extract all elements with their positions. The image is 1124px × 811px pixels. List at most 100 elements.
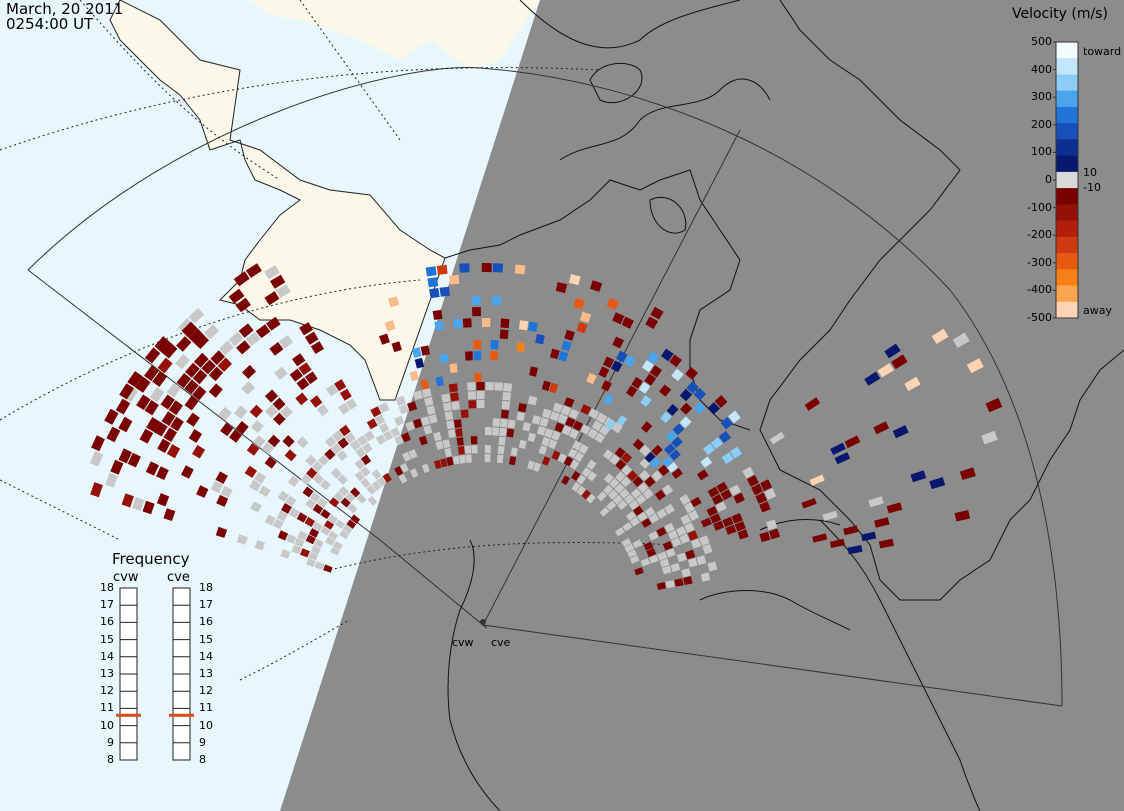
frequency-scale-label: 11	[100, 701, 114, 715]
scatter-cell	[630, 488, 642, 499]
scatter-cell	[249, 479, 262, 492]
scatter-cell	[510, 447, 518, 457]
colorbar-swatch	[1056, 123, 1078, 140]
scatter-cell	[344, 432, 356, 444]
scatter-cell	[649, 554, 659, 564]
scatter-cell	[664, 443, 676, 455]
scatter-cell	[462, 318, 472, 328]
colorbar-swatch	[1056, 220, 1078, 238]
scatter-cell	[492, 263, 503, 273]
colorbar-tick-label: 400	[1031, 62, 1052, 76]
frequency-scale-label: 14	[100, 649, 114, 663]
scatter-cell	[878, 538, 894, 549]
scatter-cell	[759, 501, 771, 513]
scatter-cell	[269, 342, 284, 356]
scatter-cell	[264, 265, 280, 280]
scatter-cell	[185, 362, 200, 378]
scatter-cell	[847, 545, 863, 555]
scatter-cell	[377, 476, 387, 487]
colorbar-tick-label: -300	[1027, 255, 1052, 269]
scatter-cell	[644, 451, 656, 463]
frequency-scale-label: 12	[199, 684, 213, 698]
scatter-cell	[586, 493, 596, 504]
scatter-cell	[671, 368, 684, 382]
scatter-cell	[300, 474, 312, 486]
scatter-cell	[539, 417, 549, 427]
scatter-cell	[551, 450, 561, 461]
scatter-cell	[557, 453, 567, 464]
scatter-cell	[340, 497, 351, 508]
scatter-cell	[382, 472, 392, 483]
coastlines	[444, 0, 1124, 811]
scatter-cell	[693, 402, 706, 415]
scatter-cell	[215, 526, 228, 538]
scatter-cell	[319, 479, 331, 491]
scatter-cell	[298, 362, 312, 376]
scatter-cell	[656, 526, 667, 537]
scatter-cell	[409, 370, 419, 382]
scatter-cell	[273, 518, 284, 530]
scatter-cell	[666, 403, 679, 416]
scatter-cell	[640, 558, 651, 567]
scatter-cell	[371, 469, 382, 480]
scatter-cell	[317, 497, 328, 508]
scatter-cell	[656, 508, 668, 519]
colorbar-title: Velocity (m/s)	[1012, 6, 1108, 22]
scatter-cell	[680, 402, 693, 415]
colorbar-swatch	[1056, 58, 1078, 75]
scatter-cell	[325, 384, 339, 397]
scatter-cell	[830, 442, 846, 455]
scatter-cell	[612, 312, 625, 325]
scatter-cell	[769, 431, 785, 445]
scatter-cell	[822, 510, 838, 521]
colorbar-tick-label: -500	[1027, 311, 1052, 324]
scatter-cell	[574, 451, 584, 462]
scatter-cell	[576, 474, 586, 485]
scatter-cell	[637, 482, 649, 493]
scatter-cell	[250, 420, 264, 433]
scatter-cell	[254, 471, 267, 484]
scatter-cell	[336, 450, 348, 461]
scatter-cell	[350, 487, 361, 498]
scatter-cell	[474, 373, 482, 383]
scatter-cell	[541, 380, 551, 392]
scatter-cell	[611, 360, 623, 373]
scatter-cell	[567, 448, 578, 459]
scatter-cell	[308, 551, 319, 561]
scatter-cell	[453, 318, 463, 329]
scatter-cell	[766, 519, 778, 531]
scatter-cell	[219, 340, 234, 356]
scatter-cell	[499, 427, 507, 437]
scatter-cell	[118, 416, 133, 433]
scatter-cell	[330, 467, 342, 479]
scatter-cell	[440, 458, 448, 468]
scatter-cell	[156, 466, 169, 480]
scatter-cell	[291, 544, 302, 555]
scatter-cell	[679, 494, 691, 506]
velocity-colorbar	[1053, 41, 1079, 319]
scatter-cell	[296, 436, 309, 449]
scatter-cell	[471, 445, 478, 454]
scatter-cell	[715, 501, 727, 513]
scatter-cell	[662, 565, 672, 575]
scatter-cell	[412, 390, 423, 401]
scatter-cell	[759, 531, 771, 543]
scatter-cell	[714, 395, 728, 408]
scatter-cell	[245, 332, 261, 347]
scatter-cell	[264, 291, 280, 306]
scatter-cell	[420, 416, 430, 426]
scatter-cell	[286, 534, 297, 544]
scatter-cell	[255, 324, 271, 339]
scatter-cell	[421, 463, 430, 473]
scatter-cell	[619, 488, 630, 499]
scatter-cell	[313, 538, 324, 548]
scatter-cell	[844, 435, 861, 449]
scatter-cell	[548, 439, 558, 450]
frequency-scale-label: 10	[199, 718, 213, 732]
scatter-cell	[473, 340, 482, 350]
scatter-cell	[558, 350, 569, 362]
scatter-cell	[544, 428, 554, 439]
scatter-cell	[229, 429, 242, 443]
scatter-cell	[587, 428, 598, 439]
scatter-cell	[267, 434, 281, 448]
